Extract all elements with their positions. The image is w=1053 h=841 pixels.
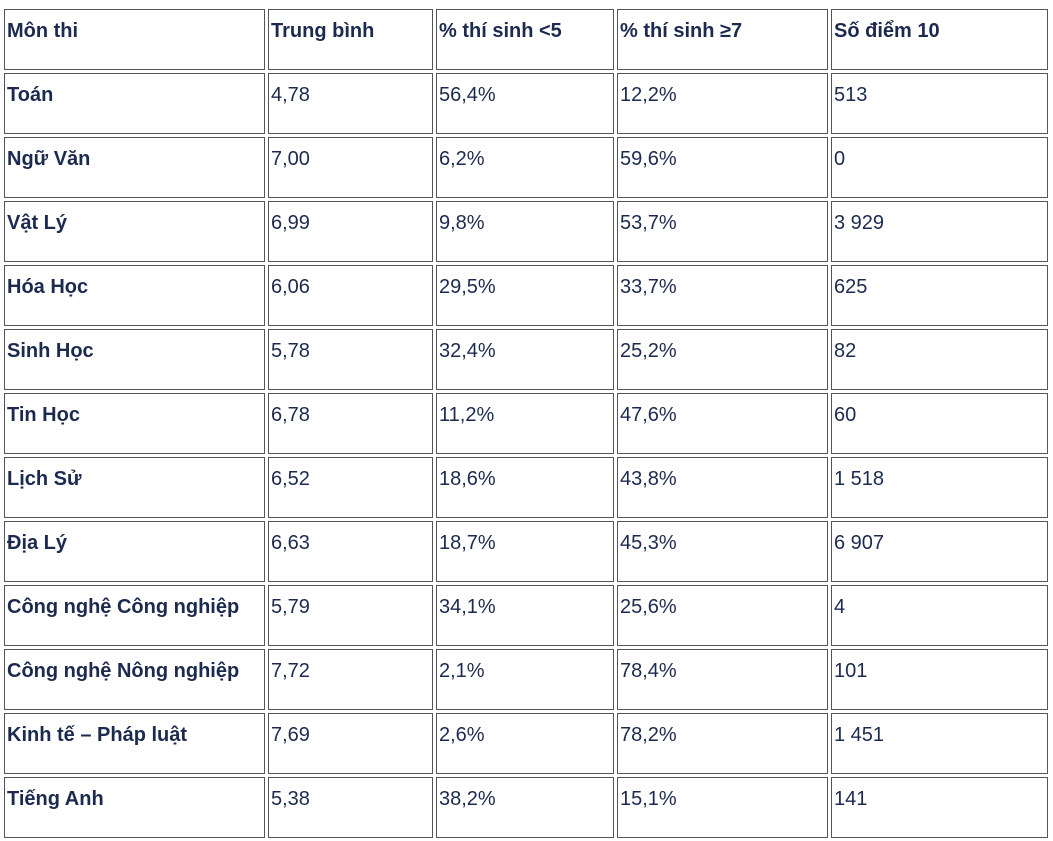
table-row: Hóa Học 6,06 29,5% 33,7% 625 <box>4 265 1048 326</box>
table-row: Kinh tế – Pháp luật 7,69 2,6% 78,2% 1 451 <box>4 713 1048 774</box>
subject-cell: Ngữ Văn <box>4 137 265 198</box>
value-cell: 29,5% <box>436 265 614 326</box>
value-cell: 2,1% <box>436 649 614 710</box>
table-row: Toán 4,78 56,4% 12,2% 513 <box>4 73 1048 134</box>
results-table: Môn thi Trung bình% thí sinh <5% thí sinh… <box>1 6 1051 841</box>
value-cell: 33,7% <box>617 265 828 326</box>
value-cell: 7,69 <box>268 713 433 774</box>
value-cell: 4 <box>831 585 1048 646</box>
value-cell: 5,78 <box>268 329 433 390</box>
value-cell: 6,99 <box>268 201 433 262</box>
value-cell: 2,6% <box>436 713 614 774</box>
value-cell: 5,79 <box>268 585 433 646</box>
header-cell: % thí sinh ≥7 <box>617 9 828 70</box>
value-cell: 25,6% <box>617 585 828 646</box>
subject-cell: Tin Học <box>4 393 265 454</box>
page: Môn thi Trung bình% thí sinh <5% thí sinh… <box>4 9 1048 838</box>
subject-cell: Hóa Học <box>4 265 265 326</box>
table-row: Ngữ Văn 7,00 6,2% 59,6% 0 <box>4 137 1048 198</box>
value-cell: 59,6% <box>617 137 828 198</box>
table-row: Công nghệ Công nghiệp 5,79 34,1% 25,6% 4 <box>4 585 1048 646</box>
value-cell: 6,78 <box>268 393 433 454</box>
value-cell: 9,8% <box>436 201 614 262</box>
value-cell: 1 451 <box>831 713 1048 774</box>
value-cell: 4,78 <box>268 73 433 134</box>
value-cell: 0 <box>831 137 1048 198</box>
value-cell: 53,7% <box>617 201 828 262</box>
value-cell: 34,1% <box>436 585 614 646</box>
value-cell: 78,4% <box>617 649 828 710</box>
value-cell: 513 <box>831 73 1048 134</box>
table-row: Địa Lý 6,63 18,7% 45,3% 6 907 <box>4 521 1048 582</box>
value-cell: 78,2% <box>617 713 828 774</box>
value-cell: 82 <box>831 329 1048 390</box>
subject-cell: Sinh Học <box>4 329 265 390</box>
value-cell: 6,2% <box>436 137 614 198</box>
value-cell: 45,3% <box>617 521 828 582</box>
value-cell: 47,6% <box>617 393 828 454</box>
value-cell: 101 <box>831 649 1048 710</box>
table-row: Công nghệ Nông nghiệp 7,72 2,1% 78,4% 101 <box>4 649 1048 710</box>
subject-cell: Vật Lý <box>4 201 265 262</box>
header-cell: Số điểm 10 <box>831 9 1048 70</box>
value-cell: 625 <box>831 265 1048 326</box>
subject-cell: Kinh tế – Pháp luật <box>4 713 265 774</box>
table-row: Tiếng Anh 5,38 38,2% 15,1% 141 <box>4 777 1048 838</box>
value-cell: 5,38 <box>268 777 433 838</box>
value-cell: 12,2% <box>617 73 828 134</box>
subject-cell: Công nghệ Nông nghiệp <box>4 649 265 710</box>
header-cell: Trung bình <box>268 9 433 70</box>
value-cell: 1 518 <box>831 457 1048 518</box>
value-cell: 32,4% <box>436 329 614 390</box>
subject-cell: Công nghệ Công nghiệp <box>4 585 265 646</box>
subject-cell: Lịch Sử <box>4 457 265 518</box>
value-cell: 56,4% <box>436 73 614 134</box>
value-cell: 7,00 <box>268 137 433 198</box>
subject-cell: Tiếng Anh <box>4 777 265 838</box>
subject-cell: Địa Lý <box>4 521 265 582</box>
value-cell: 11,2% <box>436 393 614 454</box>
value-cell: 7,72 <box>268 649 433 710</box>
value-cell: 6,52 <box>268 457 433 518</box>
header-row: Môn thi Trung bình% thí sinh <5% thí sinh… <box>4 9 1048 70</box>
value-cell: 15,1% <box>617 777 828 838</box>
table-row: Sinh Học 5,78 32,4% 25,2% 82 <box>4 329 1048 390</box>
value-cell: 141 <box>831 777 1048 838</box>
value-cell: 6,63 <box>268 521 433 582</box>
value-cell: 3 929 <box>831 201 1048 262</box>
value-cell: 25,2% <box>617 329 828 390</box>
subject-cell: Toán <box>4 73 265 134</box>
value-cell: 18,7% <box>436 521 614 582</box>
header-cell: % thí sinh <5 <box>436 9 614 70</box>
value-cell: 60 <box>831 393 1048 454</box>
table-row: Vật Lý 6,99 9,8% 53,7% 3 929 <box>4 201 1048 262</box>
header-cell: Môn thi <box>4 9 265 70</box>
table-row: Tin Học 6,78 11,2% 47,6% 60 <box>4 393 1048 454</box>
value-cell: 43,8% <box>617 457 828 518</box>
value-cell: 38,2% <box>436 777 614 838</box>
value-cell: 6,06 <box>268 265 433 326</box>
value-cell: 18,6% <box>436 457 614 518</box>
table-row: Lịch Sử 6,52 18,6% 43,8% 1 518 <box>4 457 1048 518</box>
value-cell: 6 907 <box>831 521 1048 582</box>
